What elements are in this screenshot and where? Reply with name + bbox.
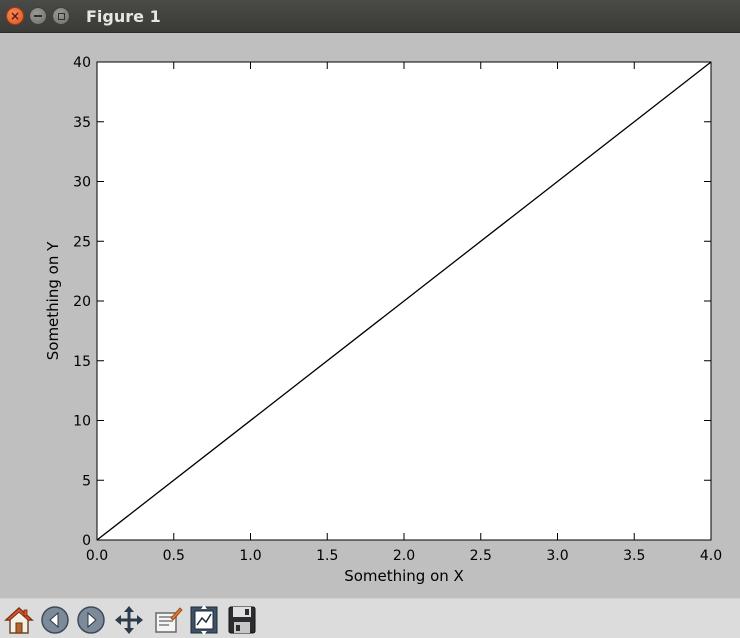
line-chart: 0.0 0.5 1.0 1.5 2.0 2.5 3.0 3.5 4.0 0 5 10 15 20 25 30… — [44, 55, 722, 585]
minimize-icon[interactable] — [29, 7, 47, 25]
x-tick-label: 1.0 — [239, 548, 261, 564]
home-icon[interactable] — [3, 604, 35, 636]
figure-canvas: 0.0 0.5 1.0 1.5 2.0 2.5 3.0 3.5 4.0 0 5 10 15 20 25 30… — [0, 33, 740, 598]
x-tick-label: 0.0 — [86, 548, 108, 564]
close-icon[interactable]: × — [6, 7, 24, 25]
y-tick-label: 30 — [73, 175, 91, 191]
window-titlebar: × Figure 1 — [0, 0, 740, 33]
series-line-0 — [96, 61, 712, 541]
y-tick-label: 0 — [82, 533, 91, 549]
floppy-disk-icon[interactable] — [226, 604, 258, 636]
x-tick-label: 3.0 — [546, 548, 568, 564]
window-title: Figure 1 — [86, 7, 161, 26]
y-tick-label: 10 — [73, 414, 91, 430]
y-tick-label: 25 — [73, 234, 91, 250]
forward-arrow-icon[interactable] — [75, 604, 107, 636]
x-tick-label: 2.0 — [393, 548, 415, 564]
back-arrow-icon[interactable] — [39, 604, 71, 636]
y-tick-label: 15 — [73, 354, 91, 370]
zoom-rect-icon[interactable] — [151, 604, 183, 636]
configure-subplots-icon[interactable] — [188, 604, 220, 636]
x-tick-label: 2.5 — [470, 548, 492, 564]
navigation-toolbar — [0, 598, 740, 638]
x-tick-label: 1.5 — [316, 548, 338, 564]
x-tick-label: 3.5 — [623, 548, 645, 564]
move-arrows-icon[interactable] — [113, 604, 145, 636]
y-tick-label: 20 — [73, 294, 91, 310]
x-axis-label: Something on X — [344, 567, 464, 585]
y-tick-label: 40 — [73, 55, 91, 71]
maximize-icon[interactable] — [52, 7, 70, 25]
x-tick-label: 4.0 — [700, 548, 722, 564]
x-tick-label: 0.5 — [163, 548, 185, 564]
y-tick-label: 5 — [82, 473, 91, 489]
y-axis-label: Something on Y — [44, 241, 62, 360]
y-tick-label: 35 — [73, 115, 91, 131]
